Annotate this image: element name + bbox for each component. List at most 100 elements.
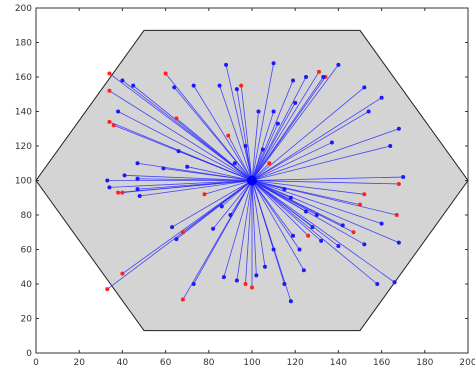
node-marker-52 <box>191 282 196 286</box>
y-tick-label: 80 <box>21 211 33 221</box>
node-marker-48 <box>211 226 216 231</box>
node-marker-84 <box>267 161 272 166</box>
node-marker-76 <box>394 213 399 217</box>
hub-marker-group <box>247 175 257 186</box>
node-marker-53 <box>180 297 185 302</box>
node-marker-65 <box>301 268 306 273</box>
x-tick-label: 60 <box>160 358 172 368</box>
x-tick-label: 200 <box>459 358 475 368</box>
link-line-44 <box>139 180 253 197</box>
link-line-56 <box>245 180 253 285</box>
link-line-27 <box>109 90 253 181</box>
node-marker-87 <box>260 147 265 152</box>
y-tick-label: 0 <box>26 349 32 359</box>
node-marker-88 <box>219 204 224 209</box>
link-line-10 <box>251 128 400 181</box>
node-marker-3 <box>304 75 308 79</box>
node-marker-72 <box>358 202 362 207</box>
node-marker-18 <box>239 83 244 88</box>
x-tick-label: 100 <box>243 358 260 368</box>
node-marker-50 <box>120 271 125 276</box>
link-line-6 <box>251 64 339 181</box>
link-line-53 <box>182 180 253 300</box>
y-tick-label: 20 <box>21 315 33 325</box>
link-line-50 <box>122 180 253 274</box>
node-marker-40 <box>107 185 112 190</box>
node-marker-62 <box>288 299 293 304</box>
link-line-36 <box>137 162 253 181</box>
node-marker-8 <box>362 85 367 90</box>
y-tick-label: 200 <box>15 4 32 14</box>
node-marker-27 <box>107 88 112 93</box>
link-line-76 <box>251 180 397 216</box>
node-marker-22 <box>191 83 196 88</box>
node-marker-54 <box>221 275 226 280</box>
node-marker-67 <box>310 225 315 230</box>
node-marker-69 <box>336 244 341 249</box>
link-line-9 <box>251 97 382 181</box>
node-marker-20 <box>217 83 222 88</box>
link-line-4 <box>251 71 320 181</box>
node-marker-46 <box>170 225 175 230</box>
node-marker-79 <box>392 280 397 285</box>
node-marker-39 <box>105 178 110 183</box>
link-line-33 <box>178 150 253 181</box>
link-line-68 <box>251 180 322 242</box>
y-tick-label: 120 <box>15 142 32 152</box>
node-marker-57 <box>250 285 254 290</box>
node-marker-24 <box>131 83 136 88</box>
link-line-55 <box>236 180 253 281</box>
node-marker-36 <box>135 161 140 166</box>
node-marker-85 <box>232 161 237 166</box>
link-line-58 <box>251 180 257 276</box>
link-line-2 <box>251 80 294 181</box>
link-line-63 <box>251 180 294 236</box>
x-tick-label: 20 <box>73 358 85 368</box>
node-marker-28 <box>116 109 121 114</box>
node-marker-60 <box>271 247 276 252</box>
node-marker-23 <box>172 85 177 90</box>
link-line-22 <box>193 85 253 181</box>
node-marker-86 <box>243 144 248 148</box>
node-marker-71 <box>351 230 356 235</box>
node-marker-17 <box>256 109 261 114</box>
node-marker-80 <box>396 181 401 186</box>
node-marker-91 <box>282 187 287 192</box>
node-marker-16 <box>275 121 280 126</box>
node-marker-30 <box>111 123 116 128</box>
node-marker-4 <box>316 69 321 74</box>
node-marker-45 <box>202 192 207 197</box>
node-marker-63 <box>291 233 296 238</box>
node-marker-73 <box>362 192 367 197</box>
y-tick-labels: 0 20 40 60 80 100 120 140 160 180 200 <box>15 4 32 359</box>
node-marker-47 <box>180 230 185 235</box>
link-line-46 <box>171 180 253 228</box>
node-marker-19 <box>234 87 239 92</box>
link-line-62 <box>251 180 292 302</box>
link-line-43 <box>122 180 253 193</box>
node-marker-21 <box>163 71 168 76</box>
link-line-1 <box>251 63 274 181</box>
node-marker-33 <box>176 149 181 154</box>
link-line-13 <box>251 142 333 181</box>
link-line-14 <box>251 102 296 181</box>
link-line-79 <box>251 180 395 283</box>
node-marker-49 <box>174 237 179 242</box>
link-line-73 <box>251 180 365 195</box>
link-line-78 <box>251 180 378 285</box>
link-lines <box>107 63 404 302</box>
link-line-20 <box>219 85 253 181</box>
node-marker-35 <box>161 166 166 171</box>
x-tick-label: 0 <box>33 358 39 368</box>
node-marker-59 <box>262 264 267 269</box>
node-marker-82 <box>304 209 308 214</box>
y-tick-label: 140 <box>15 108 32 118</box>
node-marker-89 <box>228 213 233 217</box>
axis-ticks <box>35 7 469 354</box>
link-line-16 <box>251 123 279 181</box>
link-line-91 <box>251 180 285 190</box>
link-line-7 <box>251 76 324 181</box>
node-marker-68 <box>319 238 324 243</box>
x-tick-labels: 0 20 40 60 80 100 120 140 160 180 200 <box>33 358 475 368</box>
y-tick-label: 100 <box>15 177 32 187</box>
